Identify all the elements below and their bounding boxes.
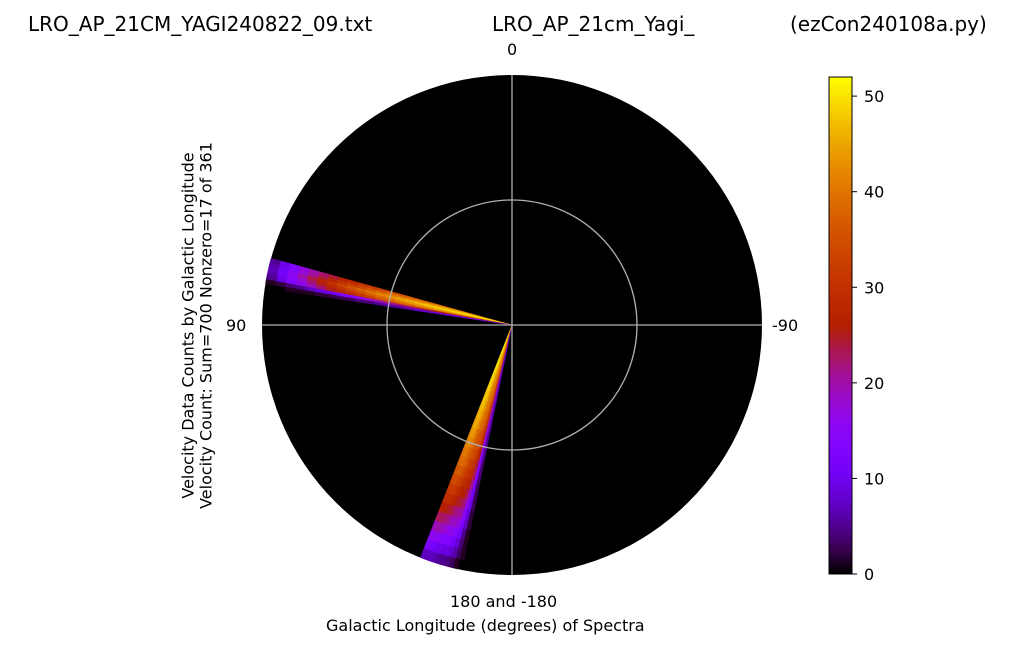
colorbar-tick-label: 50 [864, 87, 884, 106]
wedge-lon-168 [459, 324, 513, 561]
station-title: LRO_AP_21cm_Yagi_ [492, 12, 695, 36]
wedge-cell [265, 279, 277, 286]
wedge-cell [284, 286, 296, 293]
colorbar-tick-label: 0 [864, 565, 874, 584]
wedge-layer [265, 257, 513, 570]
angle-label-top: 0 [507, 40, 518, 59]
x-axis-label: Galactic Longitude (degrees) of Spectra [326, 616, 645, 635]
angle-label-left: 90 [226, 316, 247, 335]
script-title: (ezCon240108a.py) [790, 12, 987, 36]
wedge-lon-165 [444, 324, 513, 568]
wedge-lon-81 [284, 286, 513, 326]
wedge-cell [453, 558, 461, 570]
colorbar-tick-label: 20 [864, 374, 884, 393]
file-title: LRO_AP_21CM_YAGI240822_09.txt [28, 12, 373, 36]
angle-label-bottom: 180 and -180 [450, 592, 558, 611]
colorbar-tick-label: 40 [864, 183, 884, 202]
angle-label-right: -90 [772, 316, 799, 335]
wedge-lon-164 [440, 324, 513, 567]
colorbar [828, 76, 853, 575]
wedge-cell [459, 549, 467, 561]
colorbar-tick-label: 30 [864, 278, 884, 297]
polar-grid [262, 75, 762, 575]
colorbar-ticks: 0 10 20 30 40 50 [852, 87, 884, 584]
colorbar-tick-label: 10 [864, 469, 884, 488]
